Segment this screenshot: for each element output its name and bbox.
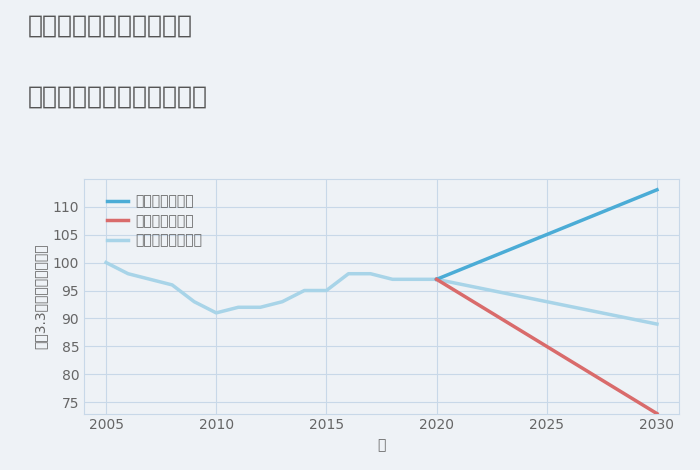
Legend: グッドシナリオ, バッドシナリオ, ノーマルシナリオ: グッドシナリオ, バッドシナリオ, ノーマルシナリオ (103, 190, 206, 252)
ノーマルシナリオ (542, 299, 551, 305)
Text: 中古マンションの価格推移: 中古マンションの価格推移 (28, 85, 208, 109)
ノーマルシナリオ (653, 321, 662, 327)
Line: バッドシナリオ: バッドシナリオ (437, 279, 657, 414)
バッドシナリオ (433, 276, 441, 282)
Y-axis label: 坪（3.3㎡）単価（万円）: 坪（3.3㎡）単価（万円） (33, 243, 47, 349)
バッドシナリオ (653, 411, 662, 416)
グッドシナリオ (653, 187, 662, 193)
Text: 三重県伊賀市上野忍町の: 三重県伊賀市上野忍町の (28, 14, 193, 38)
X-axis label: 年: 年 (377, 438, 386, 452)
グッドシナリオ (542, 232, 551, 237)
Line: グッドシナリオ: グッドシナリオ (437, 190, 657, 279)
Line: ノーマルシナリオ: ノーマルシナリオ (437, 279, 657, 324)
バッドシナリオ (542, 344, 551, 349)
グッドシナリオ (433, 276, 441, 282)
ノーマルシナリオ (433, 276, 441, 282)
